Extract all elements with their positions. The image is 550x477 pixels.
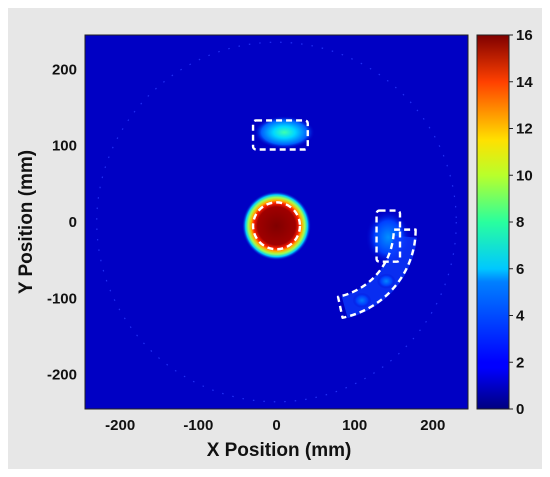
chart-figure: -200 -100 0 100 200 200 100 0 -100 -200 X Positi… [8, 8, 542, 469]
roi-outline-0 [251, 201, 302, 251]
x-tick-label: 200 [420, 417, 445, 434]
roi-outline-3 [336, 228, 417, 319]
x-tick-label: -100 [183, 417, 213, 434]
x-tick-labels: -200 -100 0 100 200 [105, 417, 445, 434]
y-tick-labels: 200 100 0 -100 -200 [47, 61, 77, 383]
colorbar-tick-label: 10 [516, 167, 533, 184]
y-tick-label: -200 [47, 367, 77, 384]
x-tick-label: -200 [105, 417, 135, 434]
y-axis-label: Y Position (mm) [16, 150, 37, 294]
y-tick-label: 100 [52, 138, 77, 155]
colorbar-tick-label: 8 [516, 214, 524, 231]
hotspot-curved-arc-core-1 [352, 292, 372, 309]
colorbar-tick-label: 14 [516, 74, 533, 91]
y-tick-label: 0 [69, 214, 77, 231]
colorbar-tick-labels: 0 2 4 6 8 10 12 14 16 [509, 27, 533, 418]
y-tick-label: -100 [47, 290, 77, 307]
roi-outline-2 [375, 209, 402, 263]
colorbar-tick-label: 16 [516, 27, 533, 44]
roi-outline-1 [251, 119, 309, 151]
colorbar [476, 34, 510, 410]
x-tick-label: 0 [272, 417, 280, 434]
x-axis-label: X Position (mm) [207, 440, 352, 461]
colorbar-tick-label: 0 [516, 401, 524, 418]
plot-frame [84, 34, 469, 410]
colorbar-tick-label: 2 [516, 354, 524, 371]
colorbar-tick-label: 4 [516, 308, 525, 325]
hotspot-upper-rectangle [253, 115, 315, 149]
colorbar-tick-label: 12 [516, 121, 533, 138]
x-tick-label: 100 [342, 417, 367, 434]
y-tick-label: 200 [52, 61, 77, 78]
hotspot-curved-arc-core-0 [376, 273, 396, 289]
field-of-view-ring [96, 41, 457, 403]
colorbar-tick-label: 6 [516, 261, 524, 278]
